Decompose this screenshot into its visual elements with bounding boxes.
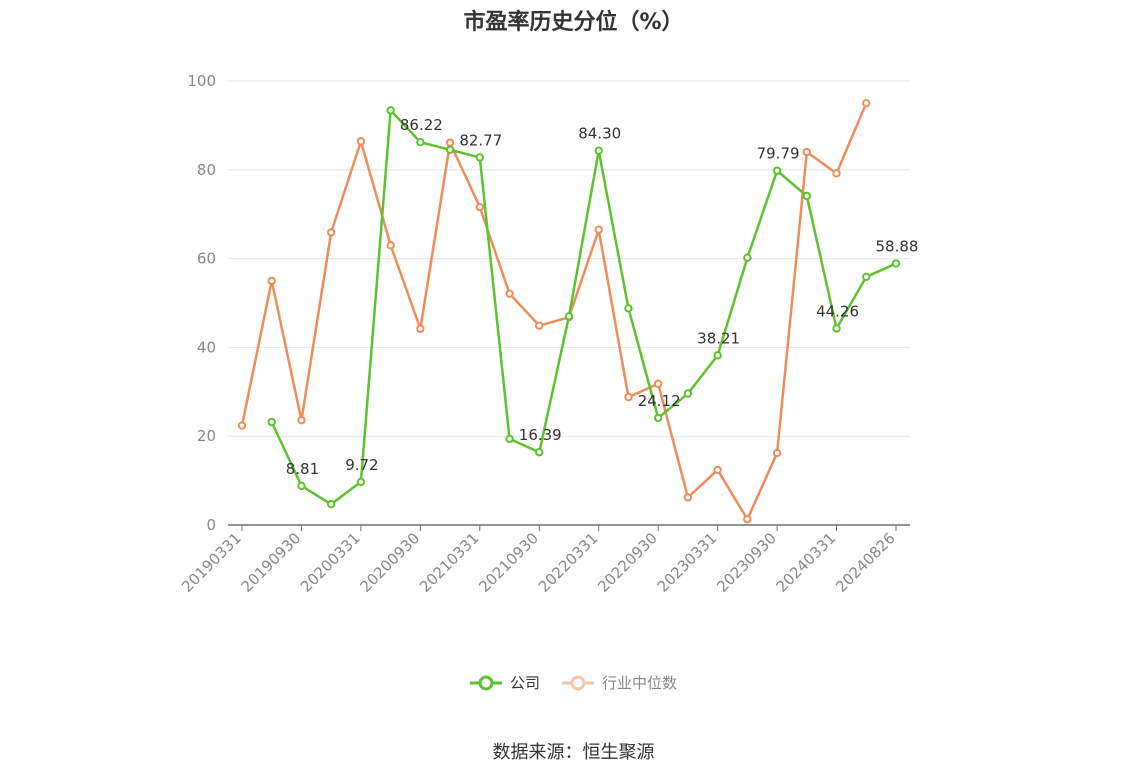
x-tick-label: 20240826 bbox=[832, 529, 899, 596]
legend-swatch-industry bbox=[562, 675, 594, 690]
data-label: 38.21 bbox=[697, 329, 740, 347]
legend-label-company: 公司 bbox=[509, 674, 540, 692]
data-point-company[interactable] bbox=[356, 477, 366, 487]
data-point-company[interactable] bbox=[564, 312, 574, 321]
data-point-industry[interactable] bbox=[832, 169, 841, 178]
x-tick-label: 20240331 bbox=[773, 529, 840, 596]
data-point-industry[interactable] bbox=[326, 228, 336, 237]
data-point-industry[interactable] bbox=[356, 137, 366, 146]
data-point-company[interactable] bbox=[832, 324, 841, 333]
legend-item-industry[interactable]: 行业中位数 bbox=[562, 672, 677, 693]
data-point-company[interactable] bbox=[535, 448, 544, 457]
legend: 公司 行业中位数 bbox=[0, 672, 1147, 693]
x-tick-label: 20230331 bbox=[654, 529, 721, 596]
series-line-company bbox=[270, 109, 897, 506]
y-tick-label: 80 bbox=[197, 161, 216, 179]
data-label: 82.77 bbox=[459, 132, 502, 150]
data-point-industry[interactable] bbox=[713, 465, 722, 475]
data-label: 84.30 bbox=[578, 125, 621, 143]
data-point-industry[interactable] bbox=[475, 202, 485, 212]
data-point-company[interactable] bbox=[683, 389, 693, 398]
data-label: 79.79 bbox=[757, 145, 800, 163]
x-tick-label: 20200331 bbox=[297, 529, 364, 596]
y-tick-label: 0 bbox=[206, 516, 216, 534]
data-point-industry[interactable] bbox=[772, 448, 782, 458]
y-tick-label: 20 bbox=[197, 427, 216, 445]
data-point-industry[interactable] bbox=[802, 147, 812, 157]
y-tick-label: 40 bbox=[197, 338, 216, 356]
legend-swatch-company bbox=[469, 675, 502, 690]
data-point-company[interactable] bbox=[386, 106, 395, 115]
data-point-industry[interactable] bbox=[505, 289, 514, 298]
data-point-industry[interactable] bbox=[445, 138, 455, 147]
data-point-industry[interactable] bbox=[297, 416, 306, 425]
data-label: 24.12 bbox=[638, 392, 681, 410]
chart-title: 市盈率历史分位（%） bbox=[463, 10, 684, 35]
data-label: 86.22 bbox=[400, 116, 443, 134]
data-point-industry[interactable] bbox=[743, 515, 752, 524]
y-tick-label: 100 bbox=[187, 72, 216, 90]
data-point-company[interactable] bbox=[624, 304, 633, 313]
x-tick-label: 20190930 bbox=[238, 529, 305, 596]
x-tick-label: 20220930 bbox=[594, 529, 661, 596]
data-point-company[interactable] bbox=[802, 191, 812, 201]
data-point-company[interactable] bbox=[505, 434, 514, 444]
data-point-industry[interactable] bbox=[653, 379, 663, 389]
data-label: 8.81 bbox=[286, 460, 319, 478]
x-tick-label: 20230930 bbox=[713, 529, 780, 596]
data-point-industry[interactable] bbox=[535, 321, 544, 330]
data-point-industry[interactable] bbox=[594, 225, 603, 234]
data-point-company[interactable] bbox=[416, 137, 425, 147]
data-label: 16.39 bbox=[519, 426, 562, 444]
data-label: 9.72 bbox=[345, 456, 378, 474]
data-point-company[interactable] bbox=[267, 417, 276, 427]
data-point-industry[interactable] bbox=[624, 392, 633, 402]
data-point-company[interactable] bbox=[891, 259, 901, 268]
line-chart: 0 20 40 60 80 100 2019033120190930202003312020… bbox=[178, 72, 919, 596]
legend-item-company[interactable]: 公司 bbox=[469, 672, 540, 693]
data-point-industry[interactable] bbox=[862, 99, 871, 108]
data-point-industry[interactable] bbox=[267, 276, 276, 285]
data-point-industry[interactable] bbox=[683, 493, 693, 502]
data-point-industry[interactable] bbox=[237, 421, 247, 430]
data-point-company[interactable] bbox=[445, 145, 455, 155]
series-line-industry bbox=[240, 102, 868, 521]
data-point-company[interactable] bbox=[713, 351, 722, 360]
data-point-company[interactable] bbox=[743, 253, 752, 262]
data-point-industry[interactable] bbox=[416, 324, 425, 333]
data-label: 58.88 bbox=[876, 238, 919, 256]
data-label: 44.26 bbox=[816, 302, 859, 320]
x-tick-label: 20190331 bbox=[178, 529, 245, 596]
x-tick-label: 20210930 bbox=[475, 529, 542, 596]
legend-label-industry: 行业中位数 bbox=[602, 674, 678, 692]
x-tick-label: 20200930 bbox=[356, 529, 423, 596]
x-tick-label: 20210331 bbox=[416, 529, 483, 596]
source-note: 数据来源：恒生聚源 bbox=[492, 742, 655, 763]
y-tick-label: 60 bbox=[197, 250, 216, 268]
data-point-company[interactable] bbox=[326, 499, 336, 509]
x-tick-label: 20220331 bbox=[535, 529, 602, 596]
data-point-company[interactable] bbox=[475, 153, 485, 162]
data-point-company[interactable] bbox=[594, 146, 603, 155]
data-point-company[interactable] bbox=[772, 166, 782, 175]
data-point-company[interactable] bbox=[862, 272, 871, 282]
data-point-company[interactable] bbox=[653, 413, 663, 423]
data-point-industry[interactable] bbox=[386, 241, 395, 250]
data-point-company[interactable] bbox=[297, 481, 306, 491]
